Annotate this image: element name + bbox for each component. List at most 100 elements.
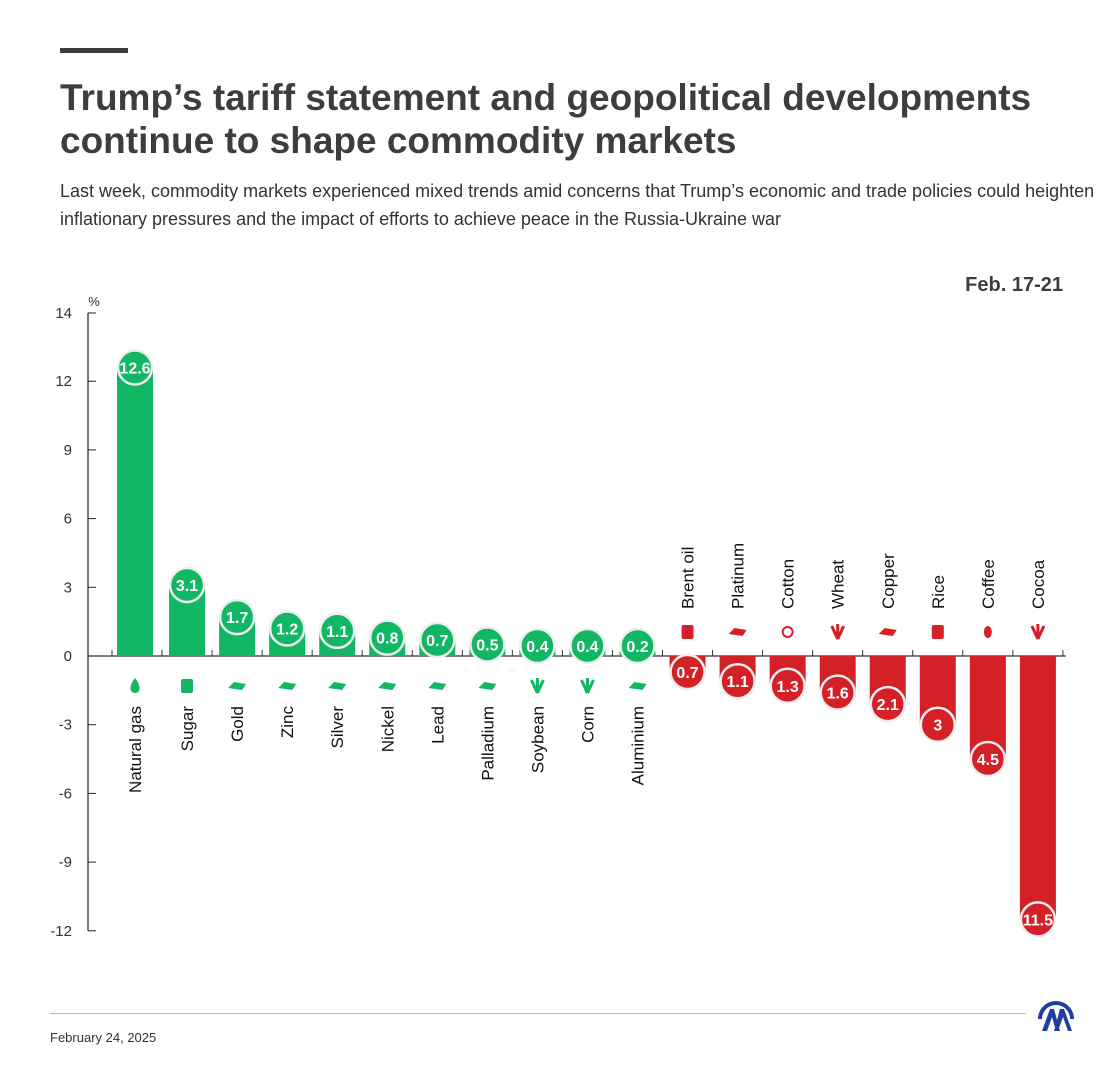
bar-group-cotton: 1.3 Cotton (769, 559, 806, 705)
ingot-icon (878, 628, 897, 636)
ingot-icon (628, 682, 647, 690)
flame-icon (130, 678, 140, 693)
value-bubble (116, 349, 154, 386)
y-tick-label: -6 (59, 785, 72, 802)
category-label: Rice (929, 575, 948, 609)
category-label: Natural gas (126, 706, 145, 793)
icon-shape (530, 678, 545, 694)
data-label: 0.4 (526, 639, 548, 656)
data-label: 11.5 (1023, 912, 1053, 929)
data-label: 3.1 (176, 578, 198, 595)
category-label: Platinum (729, 543, 748, 609)
bar-group-corn: 0.4 Corn (569, 627, 606, 743)
bar-group-coffee: 4.5 Coffee (969, 559, 1007, 778)
data-label: 0.7 (676, 665, 698, 682)
icon-shape (728, 628, 747, 636)
icon-shape (130, 678, 140, 693)
y-tick-label: 0 (64, 648, 72, 665)
value-bubble (869, 685, 906, 723)
bar-group-copper: 2.1 Copper (869, 553, 906, 723)
soybean-icon (530, 678, 545, 694)
page-title: Trump’s tariff statement and geopolitica… (60, 77, 1032, 161)
icon-shape (781, 626, 794, 638)
category-label: Palladium (478, 706, 497, 781)
icon-shape (830, 624, 846, 640)
category-label: Aluminium (629, 706, 648, 785)
data-label: 0.4 (576, 639, 598, 656)
value-bubble (969, 740, 1007, 778)
icon-shape (428, 682, 447, 690)
icon-shape (580, 678, 595, 694)
ingot-icon (378, 682, 397, 690)
category-label: Copper (879, 553, 898, 609)
value-bubble (369, 619, 406, 656)
coffee-bean-icon (983, 626, 992, 638)
category-label: Cocoa (1029, 559, 1048, 609)
data-label: 0.2 (626, 639, 648, 656)
data-label: 1.3 (777, 679, 799, 696)
bar-chart: % 14 12 9 6 3 0 -3 -6 -9 -12 12.6 Natural gas 3.1 Suga… (50, 294, 1066, 940)
bar-group-wheat: 1.6 Wheat (819, 560, 856, 711)
bar-group-brent-oil: 0.7 Brent oil (669, 547, 706, 691)
category-label: Sugar (178, 706, 197, 752)
subtitle: Last week, commodity markets experienced… (60, 181, 1095, 229)
cocoa-icon (1030, 624, 1046, 640)
bar-group-palladium: 0.5 Palladium (469, 626, 506, 781)
y-tick-label: 9 (64, 442, 72, 459)
value-bubble (819, 674, 856, 711)
category-label: Cotton (779, 559, 798, 609)
ingot-icon (728, 628, 747, 636)
data-label: 1.2 (276, 622, 298, 639)
data-label: 1.6 (827, 686, 849, 703)
data-label: 2.1 (877, 697, 899, 714)
category-label: Lead (428, 706, 447, 744)
footer-divider (50, 1013, 1026, 1014)
data-label: 0.7 (426, 633, 448, 650)
value-bubble (168, 566, 206, 604)
ingot-icon (478, 682, 497, 690)
ingot-icon (278, 682, 297, 690)
icon-shape (878, 628, 897, 636)
wheat-icon (830, 624, 846, 640)
category-label: Soybean (528, 706, 547, 773)
ingot-icon (328, 682, 347, 690)
category-label: Silver (328, 706, 347, 749)
value-bubble (318, 612, 356, 650)
icon-shape (983, 626, 992, 638)
value-bubble (268, 610, 306, 647)
bar-group-nickel: 0.8 Nickel (369, 619, 406, 752)
icon-shape (681, 625, 694, 639)
bar-group-silver: 1.1 Silver (318, 612, 356, 749)
y-tick-label: 6 (64, 511, 72, 528)
y-tick-label: 3 (64, 579, 72, 596)
icon-shape (478, 682, 497, 690)
category-label: Nickel (378, 706, 397, 752)
bar-group-rice: 3 Rice (919, 575, 957, 743)
sugar-sack-icon (181, 679, 194, 693)
oil-can-icon (681, 625, 694, 639)
rice-sack-icon (931, 625, 944, 639)
y-axis-unit: % (88, 294, 100, 309)
ingot-icon (428, 682, 447, 690)
icon-shape (931, 625, 944, 639)
bar-group-sugar: 3.1 Sugar (168, 566, 206, 752)
value-bubble (719, 662, 756, 700)
value-bubble (569, 627, 606, 665)
category-label: Gold (228, 706, 247, 742)
bar-group-natural-gas: 12.6 Natural gas (116, 349, 154, 793)
ingot-icon (228, 682, 247, 690)
y-tick-label: 12 (55, 373, 72, 390)
icon-shape (378, 682, 397, 690)
icon-shape (628, 682, 647, 690)
bar-group-lead: 0.7 Lead (419, 621, 456, 744)
category-label: Brent oil (679, 547, 698, 609)
value-bubble (619, 627, 656, 665)
value-bubble (469, 626, 506, 663)
value-bubble (919, 706, 957, 743)
data-label: 1.1 (726, 674, 748, 691)
aa-logo (1038, 1001, 1074, 1031)
data-label: 3 (933, 718, 942, 735)
bar (117, 367, 153, 656)
y-tick-label: -12 (50, 923, 72, 940)
